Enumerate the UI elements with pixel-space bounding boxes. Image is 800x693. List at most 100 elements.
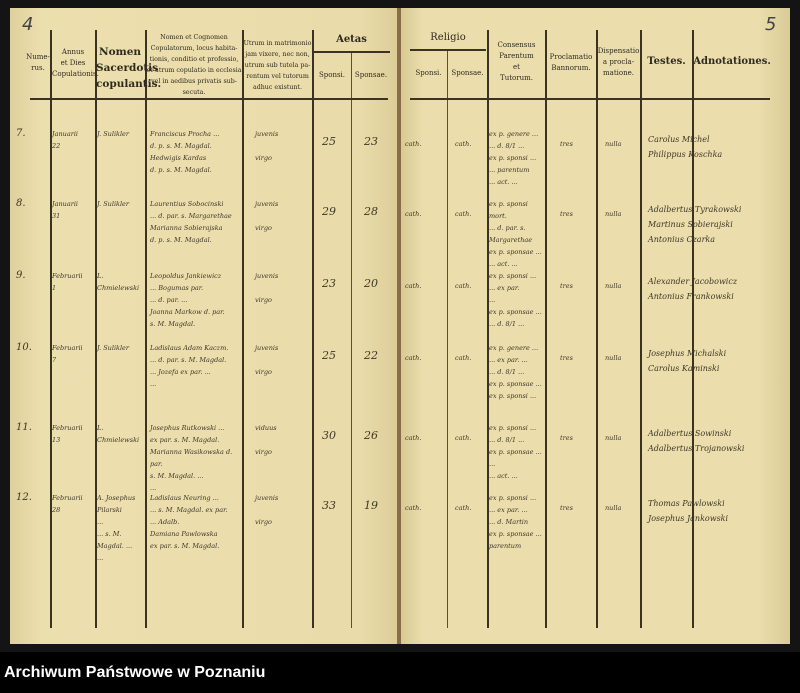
- cell-dispensatio: nulla: [605, 210, 622, 218]
- column-rule: [545, 30, 547, 628]
- cell-age-sponsae: 26: [364, 429, 378, 442]
- cell-testes: Alexander Jacobowicz Antonius Frankowski: [648, 277, 738, 301]
- cell-proclamatio: tres: [560, 354, 573, 362]
- cell-age-sponsi: 33: [322, 499, 336, 512]
- header-sacerdos: Nomen Sacerdotis copulantis.: [96, 46, 162, 90]
- header-aetas-sponsi: Sponsi.: [318, 71, 346, 79]
- cell-consensus: ex p. genere ... ... ex par. ... ... d. …: [489, 344, 542, 400]
- cell-status: juvenis virgo: [255, 200, 279, 232]
- cell-dispensatio: nulla: [605, 434, 622, 442]
- cell-age-sponsae: 20: [364, 277, 378, 290]
- cell-names: Franciscus Procha ... d. p. s. M. Magdal…: [150, 130, 220, 174]
- cell-num: 11.: [16, 422, 32, 433]
- footer-bar: Archiwum Państwowe w Poznaniu: [0, 652, 800, 693]
- cell-num: 8.: [16, 198, 26, 209]
- cell-rel-sponsi: cath.: [405, 504, 422, 512]
- cell-date: Februarii 1: [52, 272, 83, 292]
- cell-age-sponsi: 29: [322, 205, 336, 218]
- cell-num: 9.: [16, 270, 26, 281]
- cell-status: juvenis virgo: [255, 272, 279, 304]
- cell-age-sponsae: 23: [364, 135, 378, 148]
- cell-rel-sponsae: cath.: [455, 282, 472, 290]
- header-aetas-sponsae: Sponsae.: [354, 71, 388, 79]
- header-aetas: Aetas: [336, 34, 367, 45]
- cell-names: Laurentius Sobocinski ... d. par. s. Mar…: [150, 200, 232, 244]
- cell-dispensatio: nulla: [605, 354, 622, 362]
- cell-age-sponsi: 23: [322, 277, 336, 290]
- column-rule: [447, 50, 448, 628]
- cell-names: Leopoldus Jankiewicz ... Bogumas par. ..…: [150, 272, 225, 328]
- cell-rel-sponsi: cath.: [405, 210, 422, 218]
- cell-rel-sponsi: cath.: [405, 282, 422, 290]
- cell-date: Januarii 31: [52, 200, 78, 220]
- cell-testes: Adalbertus Sowinski Adalbertus Trojanows…: [648, 429, 745, 453]
- cell-age-sponsi: 25: [322, 349, 336, 362]
- cell-consensus: ex p. sponsi ... ... ex par. ... ... d. …: [489, 494, 542, 550]
- cell-priest: L. Chmielewski: [97, 424, 140, 444]
- cell-age-sponsi: 30: [322, 429, 336, 442]
- cell-rel-sponsae: cath.: [455, 354, 472, 362]
- header-religio-sponsae: Sponsae.: [451, 69, 484, 77]
- cell-date: Januarii 22: [52, 130, 78, 150]
- header-annus: Annus et Dies Copulationis.: [52, 48, 99, 78]
- page-number-left: 4: [22, 14, 34, 35]
- cell-priest: L. Chmielewski: [97, 272, 140, 292]
- cell-num: 7.: [16, 128, 26, 139]
- book-spine: [397, 8, 401, 644]
- cell-rel-sponsae: cath.: [455, 434, 472, 442]
- column-rule: [692, 30, 694, 628]
- header-utrum: Utrum in matrimonio jam vixere, nec non,…: [243, 40, 312, 91]
- header-rule: [30, 98, 388, 100]
- header-nomen: Nomen et Cognomen Copulatorum, locus hab…: [146, 34, 242, 96]
- column-rule: [95, 30, 97, 628]
- religio-rule: [410, 49, 486, 51]
- cell-consensus: ex p. sponsi mort. ... d. par. s. Margar…: [489, 200, 542, 268]
- cell-priest: J. Sulikler: [97, 344, 130, 352]
- cell-proclamatio: tres: [560, 434, 573, 442]
- column-rule: [487, 30, 489, 628]
- cell-testes: Josephus Michalski Carolus Kaminski: [648, 349, 727, 373]
- cell-age-sponsae: 19: [364, 499, 378, 512]
- cell-names: Ladislaus Neuring ... ... s. M. Magdal. …: [150, 494, 228, 550]
- header-numerus: Nume- rus.: [26, 53, 50, 72]
- cell-priest: J. Sulikler: [97, 200, 130, 208]
- cell-date: Februarii 7: [52, 344, 83, 364]
- cell-rel-sponsi: cath.: [405, 434, 422, 442]
- cell-proclamatio: tres: [560, 210, 573, 218]
- header-rule: [410, 98, 770, 100]
- header-testes: Testes.: [647, 56, 686, 67]
- cell-proclamatio: tres: [560, 504, 573, 512]
- cell-dispensatio: nulla: [605, 282, 622, 290]
- cell-status: juvenis virgo: [255, 344, 279, 376]
- cell-priest: J. Sulikler: [97, 130, 130, 138]
- header-religio-sponsi: Sponsi.: [415, 69, 442, 77]
- cell-rel-sponsi: cath.: [405, 140, 422, 148]
- aetas-rule: [314, 51, 390, 53]
- cell-names: Josephus Rutkowski ... ex par. s. M. Mag…: [150, 424, 233, 492]
- cell-num: 12.: [16, 492, 32, 503]
- cell-rel-sponsi: cath.: [405, 354, 422, 362]
- left-page: [10, 8, 398, 644]
- cell-age-sponsae: 28: [364, 205, 378, 218]
- header-adnotationes: Adnotationes.: [693, 56, 771, 67]
- cell-date: Februarii 28: [52, 494, 83, 514]
- cell-consensus: ex p. sponsi ... ... ex par. ... ex p. s…: [489, 272, 542, 328]
- column-rule: [640, 30, 642, 628]
- cell-date: Februarii 13: [52, 424, 83, 444]
- column-rule: [242, 30, 244, 628]
- page-number-right: 5: [765, 14, 777, 35]
- column-rule: [145, 30, 147, 628]
- cell-rel-sponsae: cath.: [455, 140, 472, 148]
- header-proclamatio: Proclamatio Bannorum.: [549, 53, 593, 72]
- header-religio: Religio: [430, 32, 466, 43]
- cell-age-sponsae: 22: [364, 349, 378, 362]
- cell-testes: Adalbertus Tyrakowski Martinus Sobierajs…: [648, 205, 742, 244]
- cell-rel-sponsae: cath.: [455, 210, 472, 218]
- cell-num: 10.: [16, 342, 32, 353]
- cell-priest: A. Josephus Pilarski ... ... s. M. Magda…: [97, 494, 136, 562]
- cell-dispensatio: nulla: [605, 504, 622, 512]
- column-rule: [596, 30, 598, 628]
- cell-testes: Carolus Michel Philippus Koschka: [648, 135, 723, 159]
- cell-testes: Thomas Pawlowski Josephus Jankowski: [648, 499, 729, 523]
- cell-names: Ladislaus Adam Kaczm. ... d. par. s. M. …: [150, 344, 229, 388]
